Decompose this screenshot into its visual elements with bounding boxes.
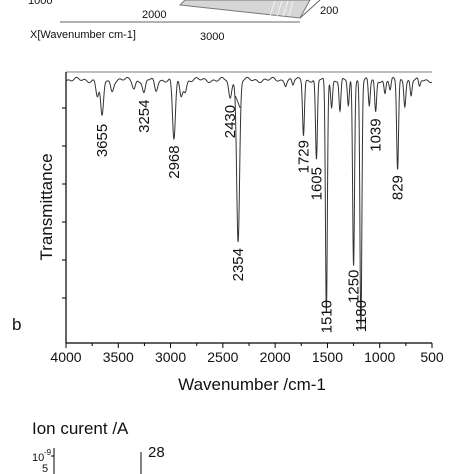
peak-label-1729: 1729 [296, 140, 313, 173]
top-panel-axis-label: X[Wavenumber cm-1] [30, 29, 136, 41]
top-panel-tick-2000: 2000 [142, 9, 166, 21]
peak-label-2968: 2968 [166, 145, 183, 178]
peak-label-1180: 1180 [353, 300, 370, 332]
bottom-panel-ylabel: Ion curent /A [32, 419, 129, 438]
x-tick-label-1500: 1500 [312, 349, 343, 365]
top-panel-tick-1000: 1000 [28, 0, 52, 7]
x-axis-title: Wavenumber /cm-1 [178, 375, 326, 394]
peak-label-3655: 3655 [94, 124, 111, 157]
peak-label-829: 829 [390, 175, 407, 200]
x-tick-labels: 4000 3500 3000 2500 2000 1500 1000 500 [50, 349, 443, 365]
bottom-panel-y-tick-exponent: -9 [44, 448, 52, 457]
x-tick-label-3000: 3000 [155, 349, 186, 365]
x-tick-label-1000: 1000 [364, 349, 395, 365]
peak-label-1605: 1605 [308, 167, 325, 200]
x-tick-label-500: 500 [420, 349, 444, 365]
peak-leader-2430 [234, 95, 241, 109]
peak-label-1510: 1510 [318, 300, 335, 333]
top-panel-tick-200: 200 [320, 5, 338, 17]
bottom-panel: Ion curent /A 10 -9 5 28 [32, 419, 165, 474]
bottom-panel-y-tick-label: 10 [32, 452, 44, 464]
x-tick-label-2000: 2000 [260, 349, 291, 365]
x-tick-label-3500: 3500 [103, 349, 134, 365]
ir-spectrum-chart: 4000 3500 3000 2500 2000 1500 1000 500 3655 3254… [12, 71, 444, 394]
peak-leaders [234, 95, 241, 109]
peak-label-2430: 2430 [222, 105, 239, 138]
peak-label-3254: 3254 [136, 100, 153, 133]
panel-label-b: b [12, 315, 21, 334]
x-tick-label-2500: 2500 [207, 349, 238, 365]
top-panel-surface-lines [269, 0, 294, 17]
top-panel-side-axis [299, 0, 321, 19]
bottom-panel-y-tick-minor: 5 [42, 463, 48, 474]
peak-label-1250: 1250 [346, 270, 363, 303]
y-axis-title: Transmittance [37, 153, 56, 260]
bottom-panel-peak-label: 28 [148, 444, 165, 461]
peak-label-1039: 1039 [368, 118, 385, 151]
top-panel-tick-3000: 3000 [200, 31, 224, 43]
spectrum-line [65, 76, 433, 330]
x-ticks [65, 343, 433, 348]
x-tick-label-4000: 4000 [50, 349, 81, 365]
peak-label-2354: 2354 [230, 248, 247, 281]
top-panel: 1000 2000 3000 200 X[Wavenumber cm-1] [28, 0, 338, 43]
y-ticks [62, 107, 66, 299]
